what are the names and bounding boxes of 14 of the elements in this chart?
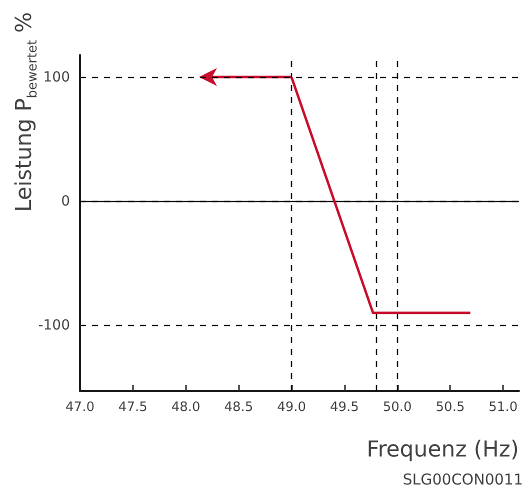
x-tick-label: 50.0 — [382, 400, 412, 415]
x-tick-label: 48.0 — [171, 400, 200, 415]
x-tick-label: 47.5 — [118, 400, 148, 415]
x-tick-label: 49.5 — [330, 400, 359, 415]
y-tick-label: -100 — [38, 317, 70, 334]
x-tick-label: 50.5 — [436, 400, 465, 415]
x-axis-title: Frequenz (Hz) — [366, 438, 519, 462]
text: SLG00CON0011 — [402, 470, 523, 488]
y-tick-label: 100 — [43, 69, 70, 86]
y-tick-label: 0 — [61, 193, 70, 210]
x-tick-label: 51.0 — [488, 400, 518, 415]
x-tick-label: 48.5 — [224, 400, 254, 415]
x-tick-label: 47.0 — [66, 400, 94, 415]
x-tick-label: 49.0 — [277, 400, 306, 415]
